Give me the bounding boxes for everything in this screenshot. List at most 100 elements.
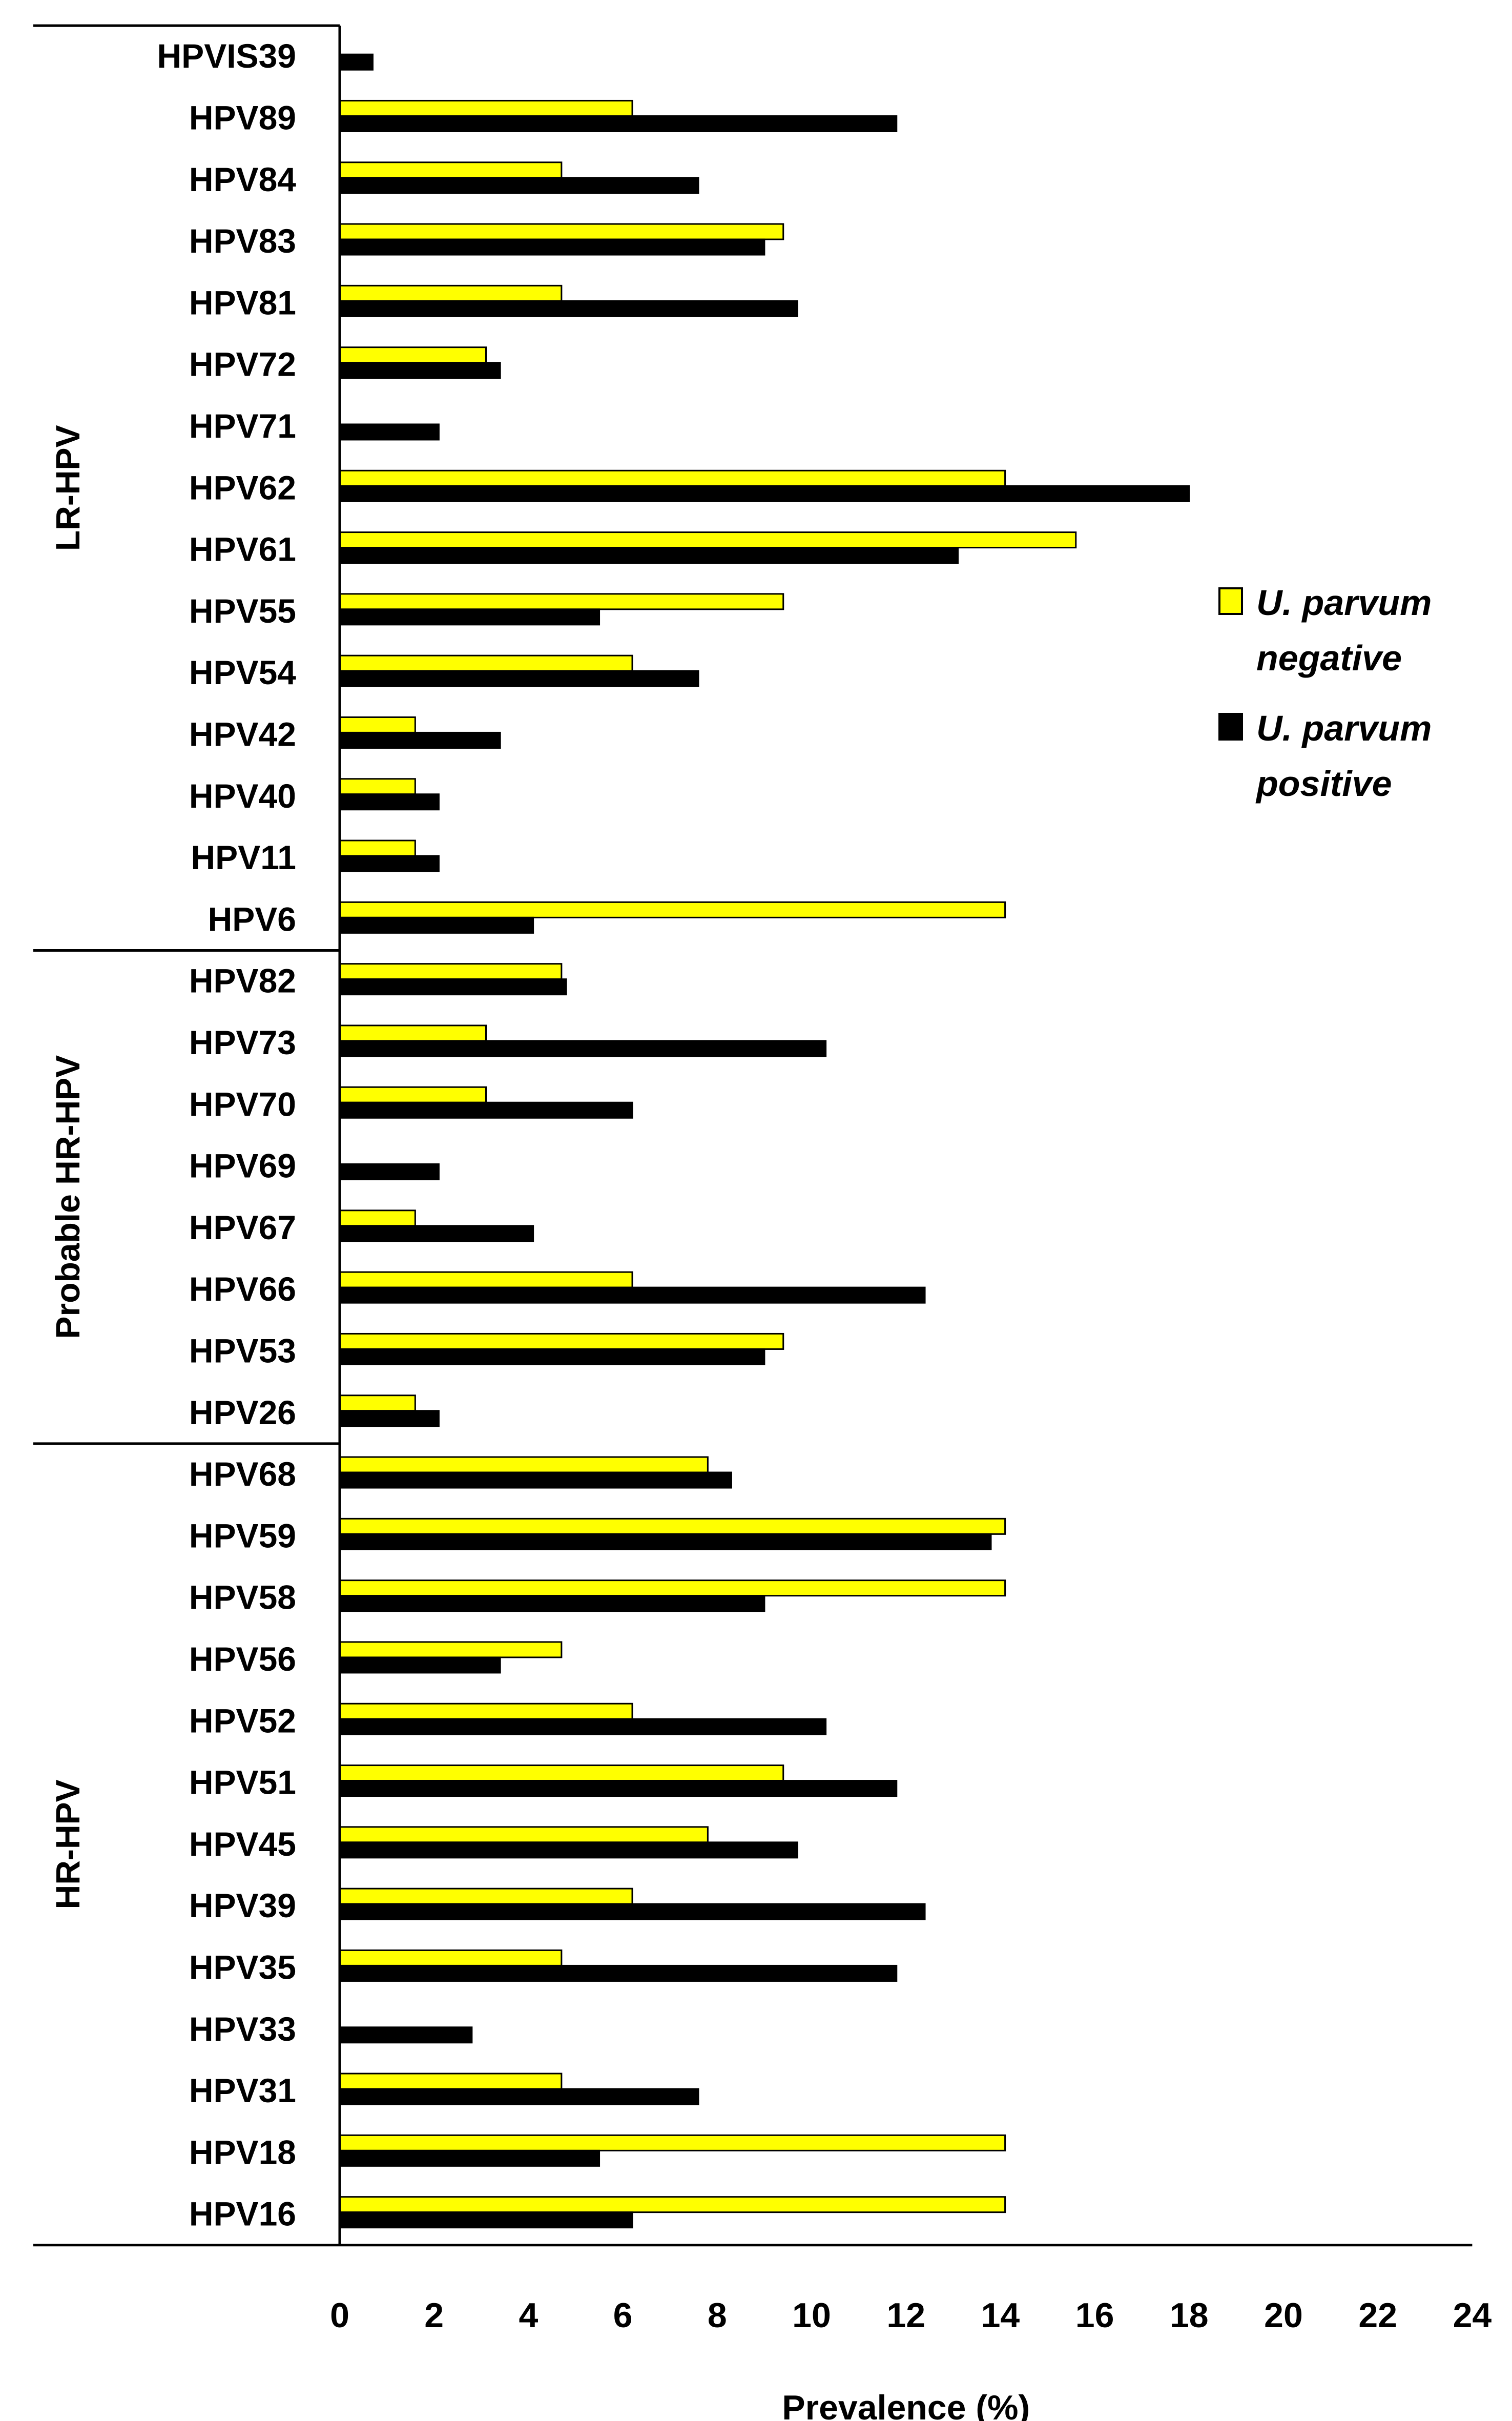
category-label: HPV45	[189, 1825, 296, 1863]
legend-label-line2: negative	[1256, 638, 1402, 678]
category-label: HPV33	[189, 2010, 296, 2048]
bar-positive	[339, 238, 765, 256]
bar-positive	[339, 1595, 765, 1612]
bar-positive	[339, 1348, 765, 1365]
bar-positive	[339, 2149, 600, 2167]
bar-negative	[339, 1271, 633, 1288]
bar-negative	[339, 839, 416, 857]
category-label: HPV58	[189, 1578, 296, 1616]
bar-negative	[339, 654, 633, 672]
bar-positive	[339, 53, 374, 71]
bar-positive	[339, 300, 798, 317]
legend-label-line1: U. parvum	[1256, 708, 1432, 748]
category-label: HPV35	[189, 1948, 296, 1986]
bar-positive	[339, 1163, 440, 1181]
bar-positive	[339, 731, 501, 749]
legend-label-line2: positive	[1255, 764, 1392, 804]
bar-positive	[339, 1286, 926, 1304]
bar-positive	[339, 855, 440, 872]
bar-positive	[339, 1225, 534, 1242]
bar-positive	[339, 1410, 440, 1427]
category-label: HPV56	[189, 1640, 296, 1678]
category-label: HPV31	[189, 2071, 296, 2109]
bar-positive	[339, 2211, 633, 2229]
legend-swatch-negative	[1218, 587, 1243, 615]
legend-label-line1: U. parvum	[1256, 583, 1432, 623]
category-label: HPV18	[189, 2133, 296, 2171]
bar-negative	[339, 963, 563, 980]
x-tick-label: 6	[613, 2296, 633, 2335]
bar-negative	[339, 284, 563, 302]
bar-negative	[339, 1765, 784, 1782]
group-label: LR-HPV	[49, 425, 87, 551]
bar-negative	[339, 1641, 563, 1658]
category-label: HPV70	[189, 1085, 296, 1123]
bar-positive	[339, 2088, 699, 2105]
bar-negative	[339, 1456, 709, 1473]
category-label: HPV16	[189, 2195, 296, 2233]
bar-negative	[339, 1332, 784, 1350]
bar-positive	[339, 1040, 827, 1057]
bar-negative	[339, 531, 1077, 549]
category-labels: HPVIS39 HPV89 HPV84 HPV83 HPV81 HPV72 HPV71 HPV…	[157, 37, 297, 2233]
x-tick-label: 20	[1264, 2296, 1303, 2335]
x-tick-label: 2	[424, 2296, 444, 2335]
bar-negative	[339, 1086, 487, 1103]
bar-negative	[339, 469, 1006, 487]
bar-negative	[339, 2196, 1006, 2213]
x-tick-label: 16	[1075, 2296, 1114, 2335]
bar-positive	[339, 608, 600, 626]
category-label: HPV83	[189, 222, 296, 260]
category-label: HPV42	[189, 715, 296, 753]
bar-negative	[339, 1579, 1006, 1597]
category-label: HPV59	[189, 1516, 296, 1554]
category-label: HPV71	[189, 407, 296, 445]
bars-layer	[339, 53, 1190, 2229]
category-label: HPV51	[189, 1763, 296, 1801]
bar-negative	[339, 1887, 633, 1905]
category-label: HPV11	[191, 838, 296, 876]
x-tick-label: 14	[981, 2296, 1020, 2335]
bar-negative	[339, 778, 416, 795]
category-label: HPV84	[189, 160, 296, 198]
bar-positive	[339, 1903, 926, 1920]
bar-negative	[339, 1517, 1006, 1535]
bar-negative	[339, 901, 1006, 918]
x-tick-label: 18	[1170, 2296, 1209, 2335]
bar-positive	[339, 2026, 473, 2044]
category-label: HPV66	[189, 1270, 296, 1308]
category-label: HPV52	[189, 1701, 296, 1739]
category-label: HPV26	[189, 1393, 296, 1431]
bar-positive	[339, 793, 440, 811]
bar-positive	[339, 670, 699, 687]
bar-positive	[339, 1964, 898, 1982]
x-tick-label: 22	[1358, 2296, 1397, 2335]
x-tick-label: 24	[1453, 2296, 1492, 2335]
bar-negative	[339, 1702, 633, 1720]
category-label: HPV82	[189, 962, 296, 1000]
bar-positive	[339, 362, 501, 379]
bar-positive	[339, 423, 440, 441]
bar-negative	[339, 716, 416, 733]
category-label: HPV54	[189, 653, 296, 691]
bar-positive	[339, 1841, 798, 1859]
category-label: HPV69	[189, 1147, 296, 1185]
group-label: Probable HR-HPV	[49, 1055, 87, 1339]
category-label: HPV40	[189, 777, 296, 815]
x-tick-label: 10	[792, 2296, 831, 2335]
category-label: HPV55	[189, 592, 296, 630]
bar-negative	[339, 223, 784, 240]
category-label: HPV61	[189, 530, 296, 568]
x-tick-label: 8	[708, 2296, 727, 2335]
bar-negative	[339, 1024, 487, 1042]
category-label: HPV6	[208, 900, 296, 938]
bar-positive	[339, 1471, 732, 1489]
group-label: HR-HPV	[49, 1779, 87, 1909]
x-tick-label: 0	[330, 2296, 349, 2335]
category-label: HPV73	[189, 1023, 296, 1061]
bar-negative	[339, 1209, 416, 1227]
category-label: HPVIS39	[157, 37, 296, 75]
bar-positive	[339, 115, 898, 132]
